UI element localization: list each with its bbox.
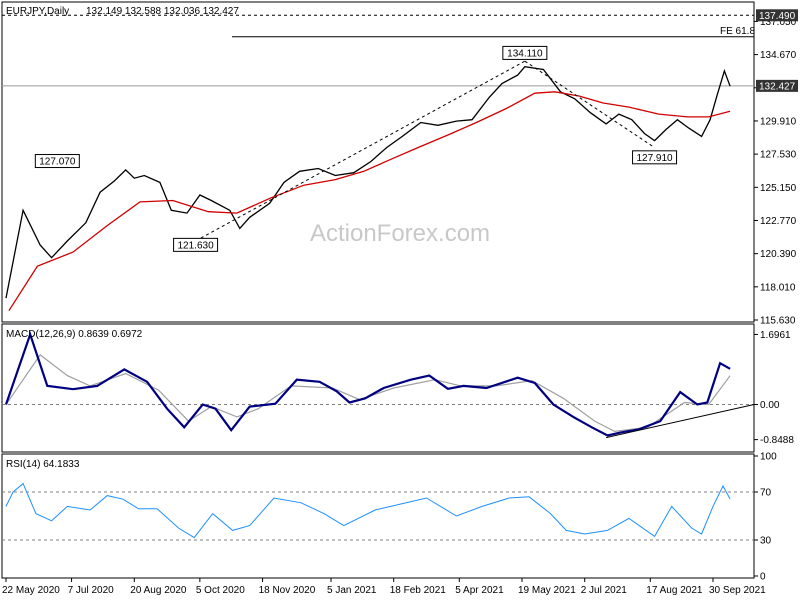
macd-tick-label: 0.00	[760, 400, 780, 411]
rsi-title: RSI(14) 64.1833	[6, 459, 80, 470]
watermark: ActionForex.com	[310, 220, 490, 247]
x-tick-label: 17 Aug 2021	[646, 585, 703, 596]
price-tick-label: 125.150	[760, 183, 797, 194]
ohlc-label: 132.149 132.588 132.036 132.427	[86, 6, 239, 17]
macd-line	[4, 330, 731, 437]
moving-average-line	[8, 91, 731, 312]
price-series-line	[5, 66, 731, 299]
current-price-tag: 132.427	[759, 81, 796, 92]
price-layer: 137.050134.670132.290129.910127.530125.1…	[2, 9, 798, 327]
macd-layer: 1.6961 0.00 -0.8488	[2, 330, 794, 446]
annotation-box	[34, 154, 80, 169]
price-tick-label: 137.050	[760, 17, 797, 28]
rsi-line	[5, 482, 731, 539]
dashed-uptrend-line	[195, 60, 526, 242]
rsi-tick-label: 70	[760, 488, 772, 499]
x-tick-label: 18 Nov 2020	[259, 585, 316, 596]
price-tick-label: 118.010	[760, 282, 796, 293]
symbol-label: EURJPY,Daily	[6, 6, 69, 17]
price-tag-bg	[756, 79, 798, 92]
rsi-layer: 100 70 30 0	[2, 452, 777, 583]
x-tick-label: 18 Feb 2021	[390, 585, 447, 596]
annotation-box	[632, 150, 678, 165]
x-tick-label: 7 Jul 2020	[68, 585, 115, 596]
x-tick-label: 2 Jul 2021	[581, 585, 628, 596]
macd-tick-label: -0.8488	[760, 435, 794, 446]
annotation-label: 134.110	[507, 48, 543, 59]
macd-title: MACD(12,26,9) 0.8639 0.6972	[6, 329, 143, 340]
macd-trend-line	[605, 404, 755, 439]
annotation-box	[173, 237, 219, 252]
price-tick-label: 134.670	[760, 50, 797, 61]
dashed-downtrend-line	[524, 60, 655, 148]
price-tick-label: 122.770	[760, 216, 797, 227]
rsi-tick-label: 100	[760, 452, 777, 463]
price-tick-label: 115.630	[760, 316, 796, 327]
annotation-label: 121.630	[178, 240, 215, 251]
rsi-tick-label: 30	[760, 536, 772, 547]
annotation-label: 127.070	[39, 157, 76, 168]
price-tick-label: 120.390	[760, 249, 797, 260]
x-tick-label: 20 Aug 2020	[130, 585, 187, 596]
rsi-tick-label: 0	[760, 572, 766, 583]
x-tick-label: 30 Sep 2021	[709, 585, 766, 596]
rsi-pane	[1, 453, 755, 579]
price-pane	[1, 1, 755, 323]
x-tick-label: 5 Oct 2020	[196, 585, 245, 596]
level-tag-bg	[756, 9, 798, 22]
x-tick-label: 22 May 2020	[2, 585, 60, 596]
x-tick-label: 5 Apr 2021	[455, 585, 504, 596]
annotation-label: 127.910	[636, 153, 673, 164]
annotation-box	[502, 45, 548, 60]
level-tag-137490: 137.490	[759, 11, 796, 22]
macd-pane	[1, 323, 755, 453]
fe-618-label: FE 61.8	[720, 26, 755, 37]
price-tick-label: 127.530	[760, 150, 797, 161]
x-tick-label: 5 Jan 2021	[327, 585, 377, 596]
x-tick-label: 19 May 2021	[518, 585, 576, 596]
price-tick-label: 129.910	[760, 116, 797, 127]
x-axis: 22 May 2020 7 Jul 2020 20 Aug 2020 5 Oct 20…	[2, 578, 766, 596]
macd-tick-label: 1.6961	[760, 330, 791, 341]
